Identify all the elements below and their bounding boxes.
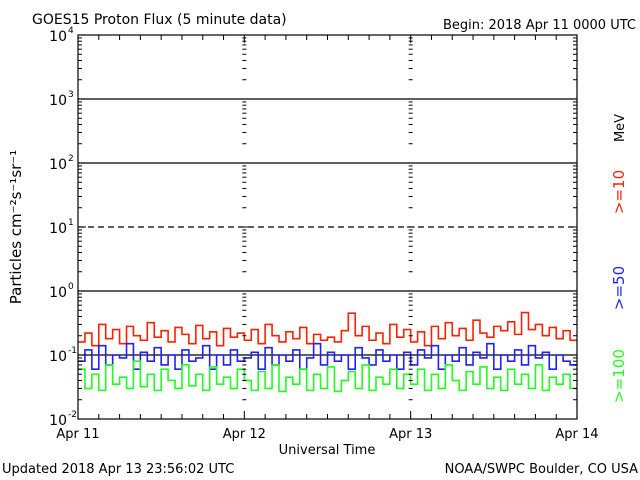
legend-ge10: >=10 [610, 170, 628, 214]
series-group [78, 311, 577, 393]
y-tick-exponent: -1 [68, 346, 77, 356]
begin-label: Begin: 2018 Apr 11 0000 UTC [443, 18, 636, 33]
plot-grid [78, 98, 577, 356]
series-line-ge50 [78, 342, 577, 370]
series-line-ge10 [78, 311, 577, 347]
y-tick-label: 10 [49, 93, 67, 109]
y-tick-label: 10 [49, 157, 67, 173]
y-tick-label: 10 [49, 349, 67, 365]
y-tick-exponent: 3 [68, 90, 74, 100]
unit-label: MeV [613, 114, 628, 142]
y-tick-exponent: -2 [68, 410, 77, 420]
chart-title: GOES15 Proton Flux (5 minute data) [32, 12, 287, 28]
y-tick-exponent: 2 [68, 154, 74, 164]
y-tick-exponent: 4 [68, 26, 74, 36]
credit-label: NOAA/SWPC Boulder, CO USA [445, 462, 638, 477]
y-tick-exponent: 0 [68, 282, 74, 292]
x-axis-label: Universal Time [279, 443, 376, 458]
y-tick-label: 10 [49, 285, 67, 301]
y-tick-label: 10 [49, 221, 67, 237]
x-tick-labels: Apr 11 Apr 12 Apr 13 Apr 14 [56, 427, 598, 442]
y-axis-label: Particles cm⁻²s⁻¹sr⁻¹ [7, 150, 25, 304]
legend-ge100: >=100 [610, 349, 628, 403]
series-line-ge100 [78, 360, 577, 393]
legend-ge50: >=50 [610, 266, 628, 310]
y-tick-label: 10 [49, 29, 67, 45]
x-tick-label: Apr 14 [555, 427, 598, 442]
y-tick-label: 10 [49, 413, 67, 429]
y-tick-exponent: 1 [68, 218, 74, 228]
x-tick-label: Apr 12 [223, 427, 266, 442]
x-tick-label: Apr 13 [389, 427, 432, 442]
updated-timestamp: Updated 2018 Apr 13 23:56:02 UTC [2, 462, 234, 477]
x-tick-label: Apr 11 [56, 427, 99, 442]
axis-ticks [78, 35, 577, 420]
